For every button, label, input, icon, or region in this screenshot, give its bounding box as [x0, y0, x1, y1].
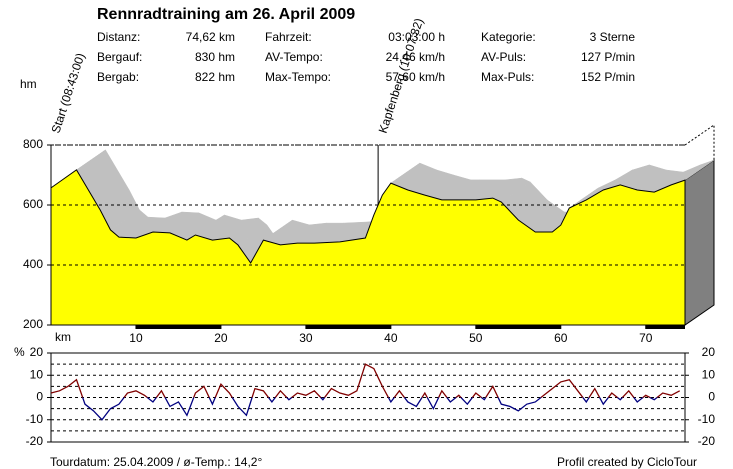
- x-axis-label: km: [55, 330, 71, 344]
- y-tick-label: 0: [36, 390, 43, 404]
- y-tick-label: -10: [26, 412, 44, 426]
- x-tick-label: 40: [384, 331, 398, 345]
- x-tick-label: 50: [469, 331, 483, 345]
- stat-label: Distanz:: [97, 30, 140, 44]
- side-face: [684, 159, 715, 326]
- stat-value: 152 P/min: [581, 70, 635, 84]
- stat-label: AV-Tempo:: [265, 50, 323, 64]
- y2-tick-label: -20: [698, 434, 716, 448]
- x-tick-label: 60: [554, 331, 568, 345]
- stat-label: Max-Puls:: [481, 70, 534, 84]
- stat-value: 822 hm: [195, 70, 235, 84]
- km-band: [305, 325, 391, 329]
- gradient-line: [50, 363, 681, 398]
- y-axis-label: hm: [20, 77, 37, 91]
- stat-value: 830 hm: [195, 50, 235, 64]
- stat-value: 57,60 km/h: [386, 70, 445, 84]
- y-tick-label: 400: [23, 257, 43, 271]
- x-tick-label: 10: [129, 331, 143, 345]
- y-tick-label: -20: [26, 434, 44, 448]
- x-tick-label: 70: [639, 331, 653, 345]
- x-tick-label: 30: [299, 331, 313, 345]
- footer-right: Profil created by CicloTour: [557, 455, 697, 469]
- stat-label: Bergauf:: [97, 50, 142, 64]
- y2-tick-label: -10: [698, 412, 716, 426]
- x-tick-label: 20: [214, 331, 228, 345]
- stat-value: 03:03:00 h: [388, 30, 445, 44]
- y-tick-label: 10: [30, 367, 44, 381]
- y2-tick-label: 20: [702, 345, 716, 359]
- y-tick-label: 20: [30, 345, 44, 359]
- stat-label: Max-Tempo:: [265, 70, 331, 84]
- plot-frame: [50, 352, 686, 443]
- footer-left: Tourdatum: 25.04.2009 / ø-Temp.: 14,2°: [50, 455, 262, 469]
- box-edge: [684, 124, 715, 161]
- stat-label: Kategorie:: [481, 30, 536, 44]
- y-tick-label: 800: [23, 137, 43, 151]
- title: Rennradtraining am 26. April 2009: [97, 6, 355, 23]
- y2-tick-label: 0: [708, 390, 715, 404]
- stat-value: 24,46 km/h: [386, 50, 445, 64]
- annotation: Start (08:43:00): [49, 51, 88, 135]
- km-band: [645, 325, 685, 329]
- y2-tick-label: 10: [702, 367, 716, 381]
- stat-value: 127 P/min: [581, 50, 635, 64]
- elevation-area: [50, 169, 686, 326]
- stat-label: Fahrzeit:: [265, 30, 312, 44]
- stat-label: AV-Puls:: [481, 50, 526, 64]
- stat-value: 3 Sterne: [590, 30, 636, 44]
- y-tick-label: 600: [23, 197, 43, 211]
- gradient-line: [81, 397, 659, 421]
- km-band: [135, 325, 221, 329]
- km-band: [475, 325, 561, 329]
- stat-value: 74,62 km: [186, 30, 235, 44]
- y-axis-label: %: [14, 345, 25, 359]
- stat-label: Bergab:: [97, 70, 139, 84]
- y-tick-label: 200: [23, 317, 43, 331]
